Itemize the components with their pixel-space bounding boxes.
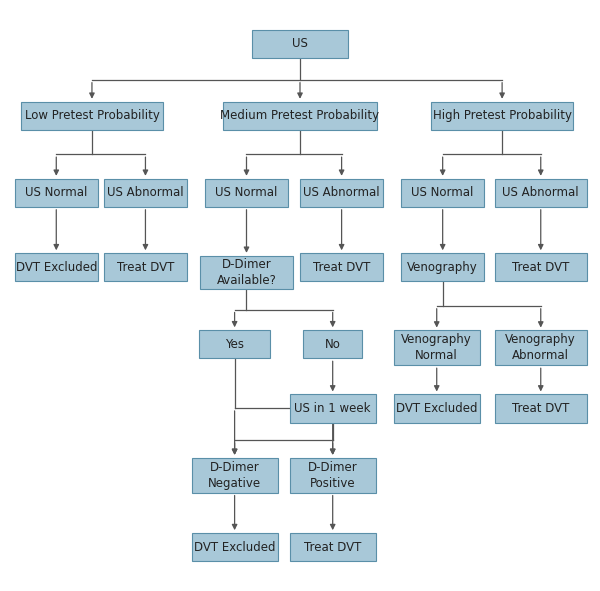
Text: High Pretest Probability: High Pretest Probability (433, 109, 572, 122)
FancyBboxPatch shape (191, 458, 278, 493)
FancyBboxPatch shape (494, 330, 587, 365)
Text: D-Dimer
Negative: D-Dimer Negative (208, 461, 261, 490)
FancyBboxPatch shape (200, 256, 293, 289)
FancyBboxPatch shape (431, 102, 574, 130)
Text: US Normal: US Normal (412, 186, 474, 199)
FancyBboxPatch shape (14, 253, 98, 281)
Text: US: US (292, 37, 308, 50)
FancyBboxPatch shape (290, 394, 376, 423)
FancyBboxPatch shape (494, 253, 587, 281)
Text: DVT Excluded: DVT Excluded (194, 541, 275, 554)
Text: Treat DVT: Treat DVT (512, 261, 569, 274)
Text: DVT Excluded: DVT Excluded (396, 402, 478, 415)
Text: Yes: Yes (225, 338, 244, 351)
Text: Low Pretest Probability: Low Pretest Probability (25, 109, 160, 122)
Text: US Abnormal: US Abnormal (107, 186, 184, 199)
Text: D-Dimer
Available?: D-Dimer Available? (217, 258, 277, 287)
FancyBboxPatch shape (401, 178, 484, 207)
FancyBboxPatch shape (290, 533, 376, 561)
Text: US Abnormal: US Abnormal (502, 186, 579, 199)
Text: D-Dimer
Positive: D-Dimer Positive (308, 461, 358, 490)
Text: Medium Pretest Probability: Medium Pretest Probability (220, 109, 380, 122)
FancyBboxPatch shape (104, 253, 187, 281)
Text: Treat DVT: Treat DVT (512, 402, 569, 415)
FancyBboxPatch shape (394, 394, 480, 423)
FancyBboxPatch shape (401, 253, 484, 281)
FancyBboxPatch shape (300, 178, 383, 207)
Text: Treat DVT: Treat DVT (304, 541, 361, 554)
Text: No: No (325, 338, 341, 351)
Text: Venography
Normal: Venography Normal (401, 333, 472, 362)
FancyBboxPatch shape (394, 330, 480, 365)
Text: Venography
Abnormal: Venography Abnormal (505, 333, 576, 362)
FancyBboxPatch shape (494, 394, 587, 423)
Text: US Normal: US Normal (215, 186, 278, 199)
FancyBboxPatch shape (104, 178, 187, 207)
FancyBboxPatch shape (205, 178, 288, 207)
Text: US Abnormal: US Abnormal (303, 186, 380, 199)
Text: US in 1 week: US in 1 week (295, 402, 371, 415)
FancyBboxPatch shape (290, 458, 376, 493)
FancyBboxPatch shape (199, 330, 270, 358)
Text: Venography: Venography (407, 261, 478, 274)
FancyBboxPatch shape (191, 533, 278, 561)
Text: Treat DVT: Treat DVT (117, 261, 174, 274)
FancyBboxPatch shape (14, 178, 98, 207)
Text: DVT Excluded: DVT Excluded (16, 261, 97, 274)
FancyBboxPatch shape (20, 102, 163, 130)
FancyBboxPatch shape (303, 330, 362, 358)
Text: US Normal: US Normal (25, 186, 88, 199)
FancyBboxPatch shape (300, 253, 383, 281)
FancyBboxPatch shape (253, 30, 347, 58)
Text: Treat DVT: Treat DVT (313, 261, 370, 274)
FancyBboxPatch shape (223, 102, 377, 130)
FancyBboxPatch shape (494, 178, 587, 207)
